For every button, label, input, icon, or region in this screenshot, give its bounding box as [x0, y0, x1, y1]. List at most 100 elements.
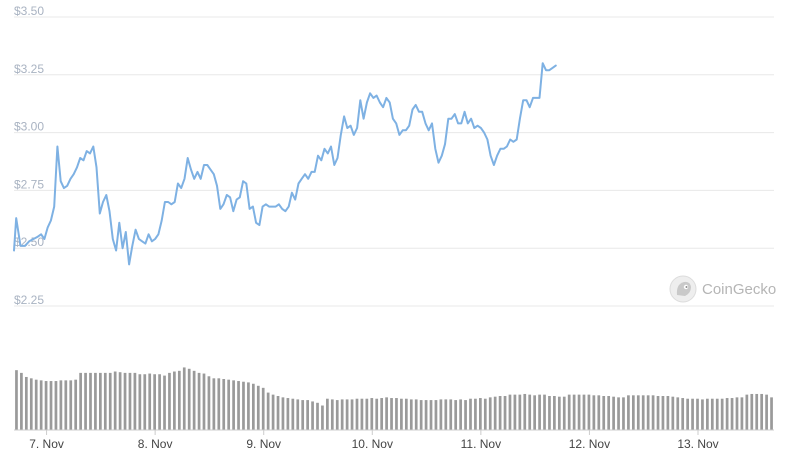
volume-bar	[296, 399, 300, 430]
y-axis-ticks: $2.25$2.50$2.75$3.00$3.25$3.50	[14, 4, 44, 307]
volume-bar	[375, 398, 379, 430]
y-tick-label: $3.00	[14, 120, 44, 134]
x-tick-label: 7. Nov	[29, 437, 64, 451]
volume-bar	[64, 380, 68, 430]
volume-bar	[543, 394, 546, 430]
volume-bar	[459, 399, 462, 430]
volume-bar	[355, 398, 359, 430]
coingecko-watermark: CoinGecko	[669, 275, 776, 303]
volume-bar	[449, 399, 453, 430]
volume-bar	[20, 372, 23, 430]
x-tick-label: 13. Nov	[677, 437, 718, 451]
volume-bar	[661, 396, 665, 430]
volume-bar	[671, 396, 675, 430]
volume-bar	[133, 372, 137, 430]
volume-bar	[276, 396, 280, 430]
volume-bar	[424, 400, 428, 430]
volume-bar	[557, 396, 561, 430]
volume-bar	[251, 383, 255, 430]
watermark-text: CoinGecko	[702, 281, 776, 298]
volume-bar	[44, 381, 48, 430]
volume-bar	[617, 397, 620, 430]
volume-bar	[237, 381, 240, 430]
volume-bar	[79, 372, 82, 430]
volume-bar	[390, 398, 393, 430]
price-series-line	[13, 62, 557, 266]
volume-bar	[765, 394, 768, 430]
volume-bar	[380, 398, 384, 430]
volume-bar	[710, 398, 714, 430]
volume-bar	[696, 398, 699, 430]
y-tick-label: $2.25	[14, 293, 44, 307]
volume-bar	[444, 399, 448, 430]
volume-bar	[503, 396, 507, 430]
volume-bar	[518, 394, 522, 430]
volume-bar	[493, 396, 497, 430]
volume-bar	[691, 398, 694, 430]
volume-bar	[498, 396, 502, 430]
volume-bar	[562, 396, 566, 430]
volume-bar	[54, 381, 58, 430]
volume-bar	[641, 395, 645, 430]
volume-bar	[612, 396, 615, 430]
volume-bar	[74, 379, 78, 430]
x-tick-label: 9. Nov	[246, 437, 281, 451]
volume-bar	[143, 374, 147, 430]
volume-bar	[730, 398, 734, 430]
volume-bar	[84, 372, 87, 430]
volume-bar	[350, 399, 354, 430]
volume-bar	[434, 400, 438, 430]
volume-bar	[725, 398, 729, 430]
volume-bar	[627, 395, 630, 430]
volume-bar	[365, 398, 369, 430]
volume-bar	[577, 394, 581, 430]
volume-bar	[173, 371, 176, 430]
volume-bar	[666, 396, 670, 430]
x-tick-label: 12. Nov	[569, 437, 610, 451]
volume-bar	[483, 398, 487, 430]
volume-bar	[508, 394, 512, 430]
volume-bar	[340, 399, 344, 430]
volume-bar	[207, 376, 211, 430]
volume-bar	[538, 394, 541, 430]
y-tick-label: $3.50	[14, 4, 44, 18]
volume-bar	[24, 376, 28, 430]
volume-bar	[148, 373, 152, 430]
y-tick-label: $3.25	[14, 62, 44, 76]
volume-bar	[301, 400, 305, 430]
volume-bar	[202, 373, 206, 430]
x-tick-label: 8. Nov	[138, 437, 173, 451]
volume-bar	[163, 375, 166, 430]
volume-bar	[414, 399, 418, 430]
volume-bar	[69, 380, 73, 430]
y-tick-label: $2.75	[14, 177, 44, 191]
volume-bar	[740, 397, 744, 430]
volume-bar	[464, 400, 467, 430]
volume-bar	[582, 394, 586, 430]
volume-bar	[587, 394, 591, 430]
volume-bar	[153, 374, 156, 430]
volume-bar	[686, 398, 689, 430]
volume-bar	[128, 372, 132, 430]
volume-bar	[247, 382, 250, 430]
volume-bar	[330, 399, 334, 430]
volume-bar	[602, 396, 606, 430]
volume-bar	[39, 380, 43, 430]
volume-bar	[651, 395, 655, 430]
volume-bar	[553, 396, 556, 430]
volume-bar	[395, 398, 398, 430]
volume-bar	[409, 399, 413, 430]
volume-bar	[513, 394, 517, 430]
volume-bar	[29, 378, 33, 430]
volume-bar	[745, 394, 749, 430]
volume-bar	[429, 400, 433, 430]
volume-bar	[528, 394, 532, 430]
volume-bar	[454, 400, 458, 430]
volume-bar	[311, 401, 314, 430]
x-axis-ticks: 7. Nov 8. Nov 9. Nov 10. Nov 11. Nov 12. Nov 1…	[14, 429, 774, 451]
volume-bar	[197, 372, 201, 430]
volume-bar	[474, 398, 477, 430]
volume-bar	[533, 395, 536, 430]
volume-bar	[400, 398, 403, 430]
